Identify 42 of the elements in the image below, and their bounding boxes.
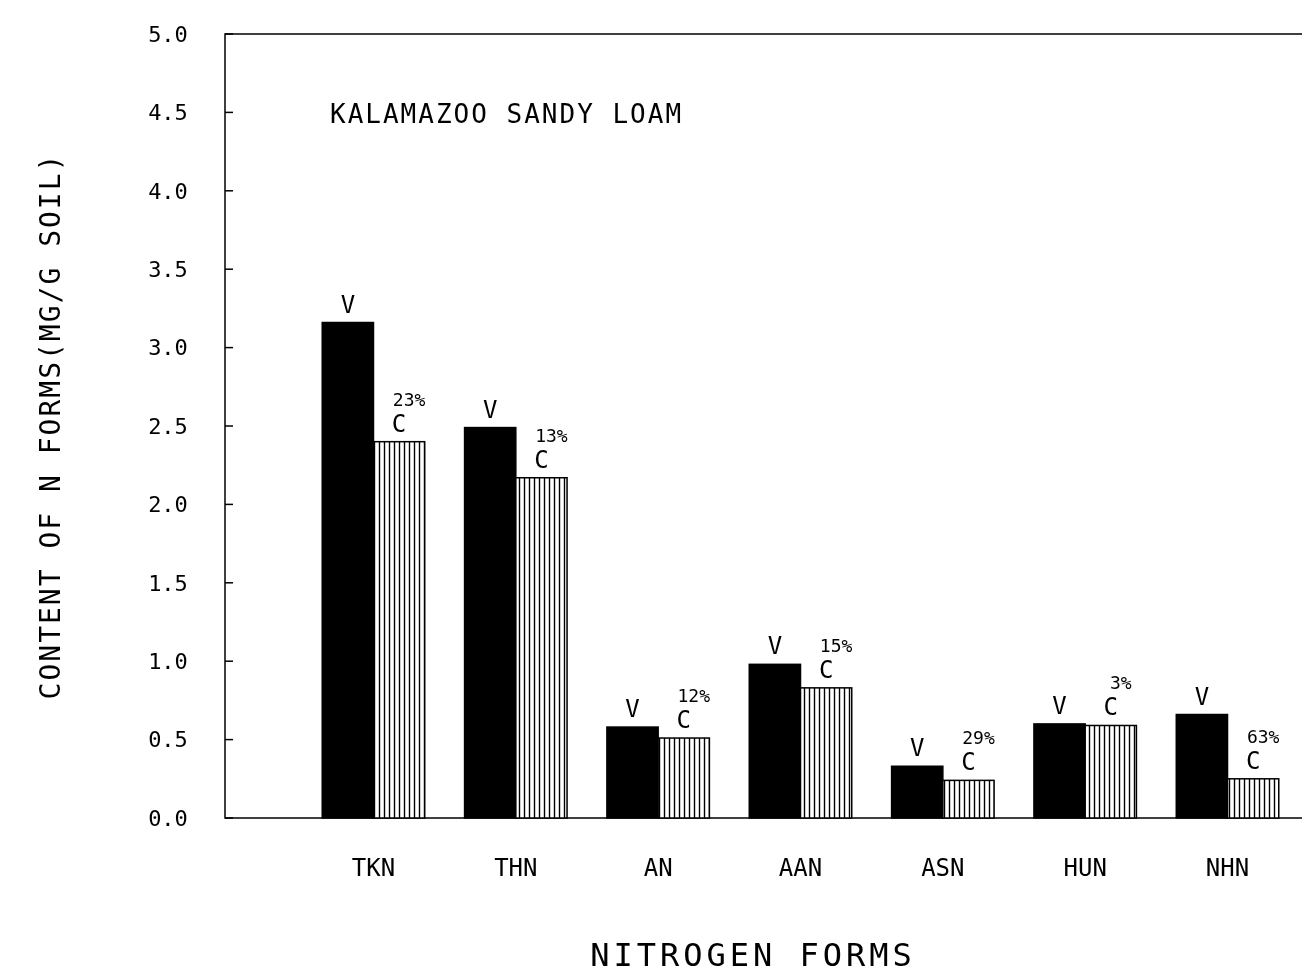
- text: KALAMAZOO SANDY LOAM: [330, 99, 684, 129]
- text: C: [818, 655, 834, 684]
- annotation: 63%: [1246, 725, 1280, 747]
- text: V: [1194, 682, 1210, 711]
- text: C: [676, 706, 692, 735]
- annotation: 15%: [819, 634, 853, 656]
- y-tick-label: 3.5: [148, 256, 188, 282]
- x-tick-label: ASN: [921, 854, 965, 882]
- text: V: [767, 632, 783, 661]
- annotation: 29%: [962, 727, 995, 749]
- x-tick-label: NHN: [1205, 854, 1250, 882]
- annotation: 13%: [535, 424, 568, 446]
- y-tick-label: 5.0: [148, 21, 188, 47]
- series-label: V: [340, 290, 356, 319]
- annotation: 3%: [1109, 672, 1132, 694]
- y-tick-label: 4.0: [148, 178, 188, 204]
- annotation: 12%: [677, 685, 711, 707]
- text: C: [1103, 693, 1119, 722]
- y-tick-label: 2.0: [148, 492, 188, 518]
- y-tick-label: 2.5: [148, 413, 188, 439]
- x-axis-title: NITROGEN FORMS: [590, 936, 916, 967]
- text: C: [1245, 746, 1261, 775]
- text: C: [961, 748, 976, 777]
- series-label: C: [391, 409, 407, 438]
- y-tick-label: 1.0: [148, 648, 188, 674]
- annotation: 23%: [392, 388, 426, 410]
- x-tick-label: TKN: [351, 854, 396, 882]
- text: C: [534, 445, 549, 474]
- x-tick-label: HUN: [1063, 854, 1107, 882]
- text: V: [625, 695, 640, 724]
- y-tick-label: 1.5: [148, 570, 188, 596]
- y-tick-label: 3.0: [148, 335, 188, 361]
- y-tick-label: 4.5: [148, 100, 188, 126]
- y-tick-label: 0.5: [148, 727, 188, 753]
- y-tick-label: 0.0: [148, 805, 188, 831]
- text: V: [909, 734, 925, 763]
- text: V: [482, 395, 498, 424]
- y-axis-title: CONTENT OF N FORMS(MG/G SOIL): [34, 152, 67, 700]
- x-tick-label: AAN: [778, 854, 823, 882]
- x-tick-label: THN: [494, 854, 538, 882]
- text: V: [1052, 691, 1067, 720]
- x-tick-label: AN: [643, 854, 673, 882]
